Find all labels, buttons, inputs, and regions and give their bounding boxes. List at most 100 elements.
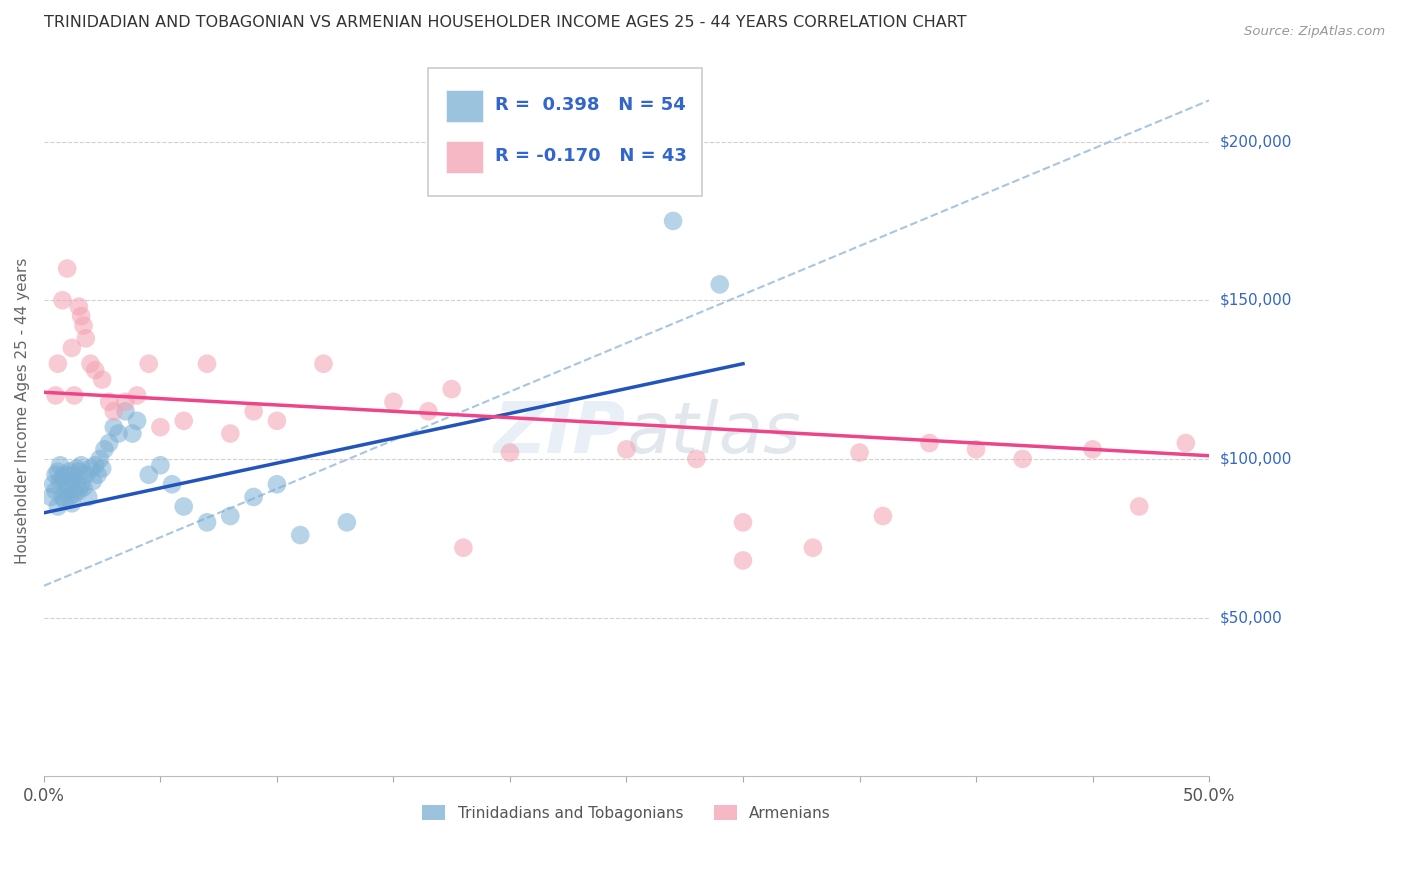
Point	[731, 553, 754, 567]
Point	[160, 477, 183, 491]
Point	[918, 436, 941, 450]
Point	[60, 341, 83, 355]
Point	[219, 426, 242, 441]
Point	[98, 436, 121, 450]
Point	[72, 480, 94, 494]
Point	[56, 477, 79, 491]
Point	[266, 477, 288, 491]
Point	[70, 458, 93, 473]
Point	[63, 388, 86, 402]
Point	[103, 404, 125, 418]
Text: ZIP: ZIP	[495, 399, 627, 467]
Text: $50,000: $50,000	[1220, 610, 1282, 625]
Point	[91, 373, 114, 387]
Point	[173, 414, 195, 428]
Text: atlas: atlas	[627, 399, 801, 467]
Point	[440, 382, 463, 396]
Point	[75, 467, 97, 482]
Point	[49, 474, 72, 488]
Point	[195, 357, 218, 371]
FancyBboxPatch shape	[446, 141, 484, 173]
Point	[46, 465, 69, 479]
Point	[77, 490, 100, 504]
Point	[336, 516, 359, 530]
Point	[79, 357, 101, 371]
Point	[51, 471, 73, 485]
Point	[65, 480, 87, 494]
Point	[195, 516, 218, 530]
Point	[53, 493, 76, 508]
Point	[138, 357, 160, 371]
Point	[65, 461, 87, 475]
Point	[58, 465, 80, 479]
FancyBboxPatch shape	[429, 69, 702, 196]
Point	[242, 404, 264, 418]
Point	[149, 420, 172, 434]
Point	[56, 483, 79, 498]
Point	[45, 483, 67, 498]
Point	[1128, 500, 1150, 514]
Y-axis label: Householder Income Ages 25 - 44 years: Householder Income Ages 25 - 44 years	[15, 258, 30, 565]
Point	[67, 300, 90, 314]
Point	[103, 420, 125, 434]
Point	[46, 500, 69, 514]
Point	[39, 490, 62, 504]
Point	[499, 445, 522, 459]
Point	[75, 331, 97, 345]
Point	[70, 309, 93, 323]
Point	[53, 467, 76, 482]
Point	[242, 490, 264, 504]
Point	[848, 445, 870, 459]
Point	[60, 496, 83, 510]
Point	[45, 388, 67, 402]
Point	[616, 442, 638, 457]
Text: $200,000: $200,000	[1220, 134, 1292, 149]
Point	[82, 474, 104, 488]
Point	[872, 508, 894, 523]
Point	[114, 394, 136, 409]
Point	[98, 394, 121, 409]
Point	[127, 388, 149, 402]
Point	[1174, 436, 1197, 450]
Point	[79, 461, 101, 475]
Point	[1011, 451, 1033, 466]
Point	[801, 541, 824, 555]
Point	[63, 487, 86, 501]
Point	[149, 458, 172, 473]
Point	[46, 357, 69, 371]
Point	[45, 467, 67, 482]
Point	[51, 293, 73, 308]
Point	[86, 467, 108, 482]
Point	[382, 394, 405, 409]
Text: R =  0.398   N = 54: R = 0.398 N = 54	[495, 95, 686, 114]
Point	[91, 461, 114, 475]
Point	[1081, 442, 1104, 457]
Point	[58, 490, 80, 504]
Text: $150,000: $150,000	[1220, 293, 1292, 308]
Point	[219, 508, 242, 523]
Point	[84, 458, 107, 473]
Point	[121, 426, 143, 441]
Point	[453, 541, 475, 555]
Point	[63, 467, 86, 482]
Point	[89, 451, 111, 466]
Point	[51, 490, 73, 504]
Text: $100,000: $100,000	[1220, 451, 1292, 467]
Point	[114, 404, 136, 418]
Point	[266, 414, 288, 428]
Point	[70, 477, 93, 491]
Text: Source: ZipAtlas.com: Source: ZipAtlas.com	[1244, 25, 1385, 38]
Point	[49, 458, 72, 473]
Point	[290, 528, 312, 542]
Point	[56, 261, 79, 276]
Point	[662, 214, 685, 228]
Point	[67, 483, 90, 498]
Point	[42, 477, 65, 491]
Point	[60, 474, 83, 488]
Point	[312, 357, 335, 371]
Point	[709, 277, 731, 292]
Text: R = -0.170   N = 43: R = -0.170 N = 43	[495, 147, 686, 165]
Point	[731, 516, 754, 530]
Text: TRINIDADIAN AND TOBAGONIAN VS ARMENIAN HOUSEHOLDER INCOME AGES 25 - 44 YEARS COR: TRINIDADIAN AND TOBAGONIAN VS ARMENIAN H…	[44, 15, 966, 30]
Point	[685, 451, 707, 466]
